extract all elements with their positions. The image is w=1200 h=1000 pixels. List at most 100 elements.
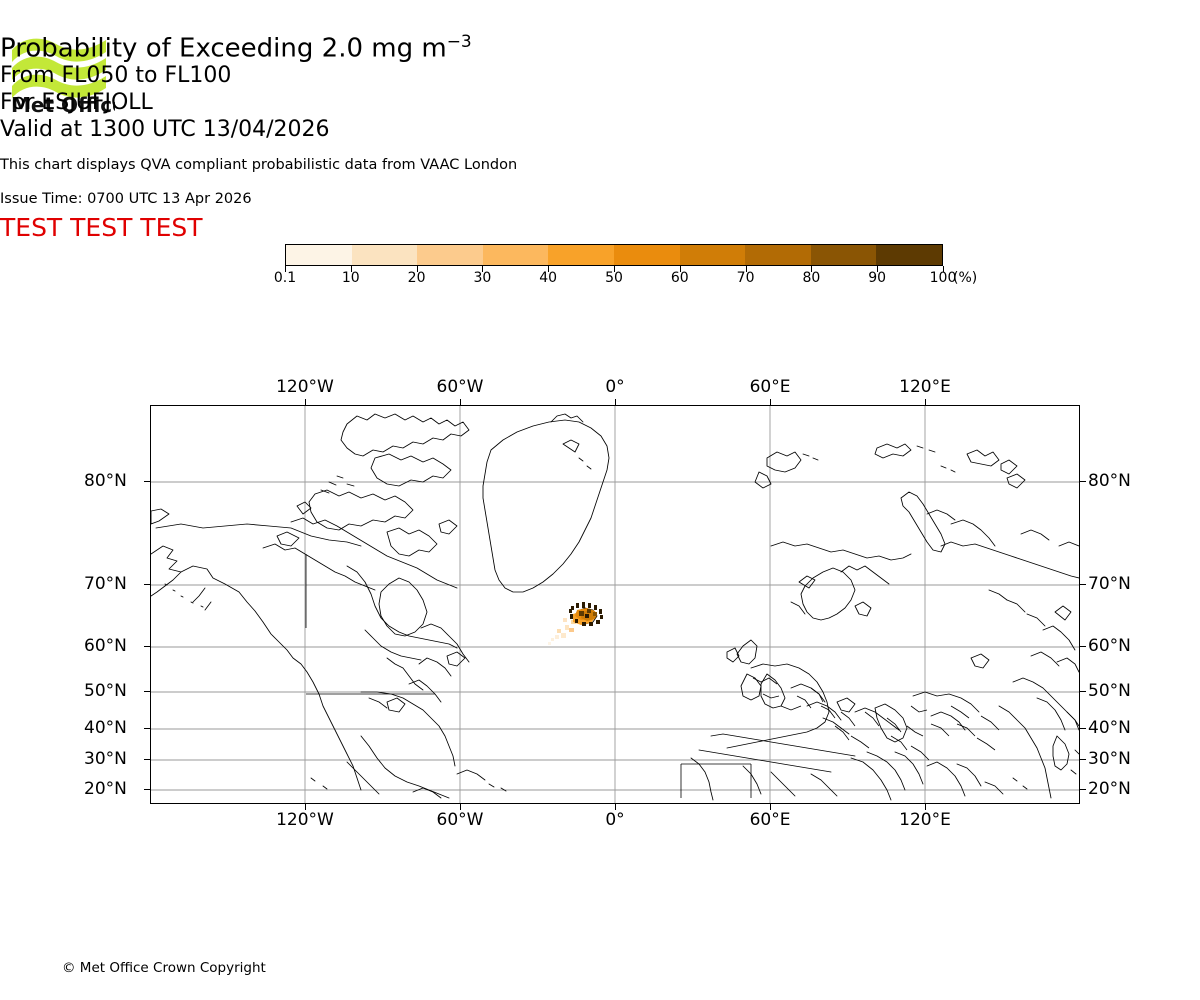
lon-label-bottom--60: 60°W — [436, 810, 484, 830]
lat-label-left-50: 50°N — [84, 681, 127, 701]
lat-label-left-80: 80°N — [84, 471, 127, 491]
colorbar-tick-90 — [877, 266, 879, 272]
colorbar-unit-label: (%) — [953, 270, 978, 286]
political-borders — [305, 554, 1000, 798]
colorbar-label-80: 80 — [802, 270, 821, 286]
qva-note: This chart displays QVA compliant probab… — [0, 157, 518, 173]
lon-tick-bottom — [460, 804, 461, 810]
colorbar-tick-70 — [745, 266, 747, 272]
colorbar-segment-2 — [417, 245, 483, 265]
ash-probability-plume — [548, 602, 603, 645]
lat-tick-right — [1080, 728, 1086, 729]
colorbar-label-0.1: 0.1 — [273, 270, 297, 286]
lat-label-right-50: 50°N — [1088, 681, 1131, 701]
lat-label-left-30: 30°N — [84, 749, 127, 769]
copyright-notice: © Met Office Crown Copyright — [62, 960, 266, 976]
lat-tick-left — [144, 646, 150, 647]
lon-label-bottom--120: 120°W — [276, 810, 334, 830]
logo-wordmark: Met Office — [11, 93, 115, 114]
lon-label-bottom-0: 0° — [605, 810, 625, 830]
colorbar-tick-100 — [943, 266, 944, 272]
lat-label-left-70: 70°N — [84, 574, 127, 594]
test-banner: TEST TEST TEST — [0, 213, 203, 242]
colorbar-tick-60 — [679, 266, 681, 272]
lat-tick-right — [1080, 481, 1086, 482]
colorbar-label-50: 50 — [605, 270, 623, 286]
lon-tick-bottom — [305, 804, 306, 810]
colorbar-segment-7 — [745, 245, 811, 265]
page-title-text: Probability of Exceeding 2.0 mg m — [0, 33, 447, 64]
lat-tick-left — [144, 691, 150, 692]
lat-label-right-70: 70°N — [1088, 574, 1131, 594]
volcano-name: For ESJUFJOLL — [0, 90, 153, 115]
colorbar-label-10: 10 — [341, 270, 360, 286]
lat-label-right-30: 30°N — [1088, 749, 1131, 769]
map-gridlines — [151, 406, 1079, 803]
lon-label-bottom-120: 120°E — [899, 810, 951, 830]
map-canvas[interactable] — [150, 405, 1080, 804]
probability-colorbar — [285, 244, 943, 266]
colorbar-label-40: 40 — [539, 270, 558, 286]
map-svg — [151, 406, 1079, 803]
lat-label-right-20: 20°N — [1088, 779, 1131, 799]
lat-tick-left — [144, 789, 150, 790]
colorbar-label-20: 20 — [407, 270, 426, 286]
lon-tick-bottom — [770, 804, 771, 810]
lon-tick-top — [925, 399, 926, 405]
valid-time: Valid at 1300 UTC 13/04/2026 — [0, 117, 330, 142]
colorbar-segment-5 — [613, 245, 680, 265]
lon-tick-top — [305, 399, 306, 405]
lat-tick-right — [1080, 691, 1086, 692]
lon-tick-top — [770, 399, 771, 405]
lat-tick-left — [144, 728, 150, 729]
lon-label-bottom-60: 60°E — [749, 810, 791, 830]
page-title-exponent: −3 — [446, 32, 472, 52]
lat-tick-right — [1080, 584, 1086, 585]
colorbar-segment-0 — [286, 245, 352, 265]
colorbar-segment-8 — [810, 245, 877, 265]
colorbar-tick-80 — [811, 266, 813, 272]
page-title: Probability of Exceeding 2.0 mg m−3 — [0, 26, 1200, 65]
colorbar-label-90: 90 — [868, 270, 887, 286]
colorbar-tick-50 — [614, 266, 615, 272]
lat-tick-right — [1080, 789, 1086, 790]
lon-label-top--60: 60°W — [436, 377, 484, 397]
colorbar-tick-10 — [350, 266, 352, 272]
lon-label-top-0: 0° — [605, 377, 625, 397]
lon-label-top--120: 120°W — [276, 377, 334, 397]
lat-label-right-40: 40°N — [1088, 718, 1131, 738]
flight-level-range: From FL050 to FL100 — [0, 63, 232, 88]
lon-label-top-120: 120°E — [899, 377, 951, 397]
colorbar-tick-40 — [548, 266, 550, 272]
colorbar-segment-1 — [351, 245, 418, 265]
colorbar-label-60: 60 — [670, 270, 689, 286]
lat-tick-right — [1080, 759, 1086, 760]
lat-tick-left — [144, 759, 150, 760]
lat-tick-right — [1080, 646, 1086, 647]
lon-tick-top — [460, 399, 461, 405]
logo-waves-icon — [12, 38, 106, 98]
lon-tick-bottom — [615, 804, 616, 810]
colorbar-segment-4 — [548, 245, 614, 265]
lat-label-left-60: 60°N — [84, 636, 127, 656]
issue-time: Issue Time: 0700 UTC 13 Apr 2026 — [0, 191, 252, 207]
lon-label-top-60: 60°E — [749, 377, 791, 397]
lat-label-left-20: 20°N — [84, 779, 127, 799]
colorbar-label-100: 100 — [929, 270, 957, 286]
colorbar-segment-3 — [482, 245, 549, 265]
lat-tick-left — [144, 584, 150, 585]
lat-label-right-80: 80°N — [1088, 471, 1131, 491]
lat-label-left-40: 40°N — [84, 718, 127, 738]
colorbar-tick-20 — [416, 266, 418, 272]
colorbar-label-70: 70 — [736, 270, 755, 286]
met-office-logo-svg: Met Office — [11, 38, 115, 114]
colorbar-tick-0.1 — [285, 266, 286, 272]
coastlines — [151, 413, 1079, 801]
colorbar-segment-9 — [876, 245, 942, 265]
colorbar-label-30: 30 — [473, 270, 492, 286]
met-office-logo: Met Office — [10, 26, 115, 114]
lon-tick-top — [615, 399, 616, 405]
lat-tick-left — [144, 481, 150, 482]
colorbar-tick-30 — [482, 266, 484, 272]
lon-tick-bottom — [925, 804, 926, 810]
